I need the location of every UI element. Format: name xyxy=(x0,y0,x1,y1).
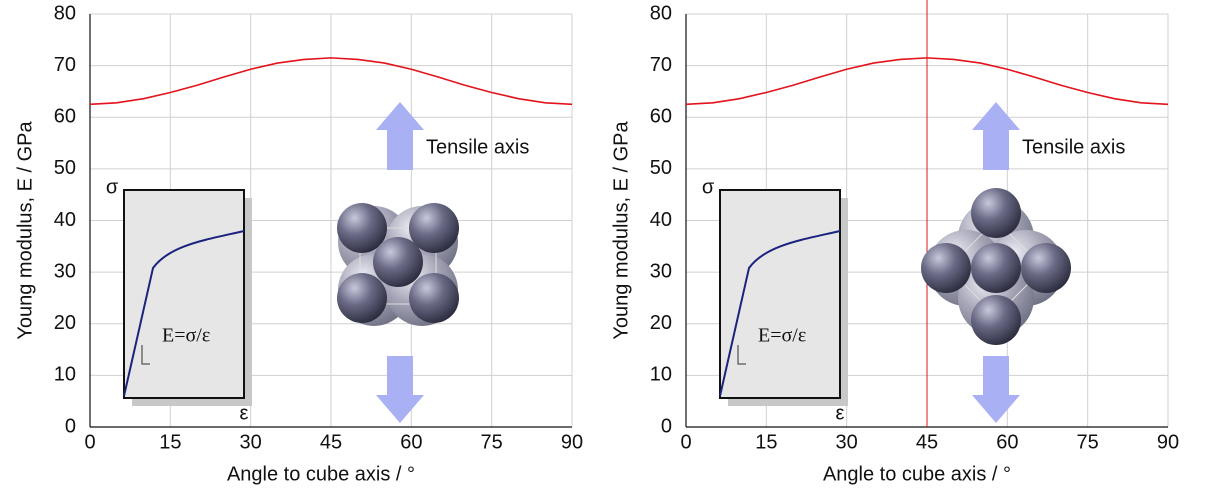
y-tick-label: 0 xyxy=(65,415,76,437)
x-tick-label: 45 xyxy=(916,431,938,453)
y-tick-label: 70 xyxy=(650,54,672,76)
arrow-label: Tensile axis xyxy=(1022,136,1125,158)
y-tick-label: 60 xyxy=(650,106,672,128)
y-tick-label: 50 xyxy=(650,157,672,179)
y-tick-label: 40 xyxy=(650,209,672,231)
inset-box xyxy=(124,190,244,398)
slope-label: E=σ/ε xyxy=(758,325,806,347)
y-tick-label: 30 xyxy=(650,260,672,282)
x-tick-label: 0 xyxy=(680,431,691,453)
x-tick-label: 90 xyxy=(561,431,583,453)
x-tick-label: 0 xyxy=(84,431,95,453)
x-tick-label: 30 xyxy=(836,431,858,453)
x-tick-label: 60 xyxy=(996,431,1018,453)
y-tick-label: 20 xyxy=(54,312,76,334)
y-tick-label: 70 xyxy=(54,54,76,76)
y-tick-label: 10 xyxy=(650,364,672,386)
x-tick-label: 60 xyxy=(400,431,422,453)
x-tick-label: 90 xyxy=(1157,431,1179,453)
y-tick-label: 30 xyxy=(54,260,76,282)
y-tick-label: 0 xyxy=(661,415,672,437)
atom xyxy=(373,237,423,287)
atom xyxy=(921,243,971,293)
atom xyxy=(971,243,1021,293)
panel: 0 15 30 45 60 75 90 0 10 20 30 40 50 60 70 80 Angle to c… xyxy=(14,2,583,485)
y-tick-label: 60 xyxy=(54,106,76,128)
y-tick-label: 80 xyxy=(54,2,76,24)
inset-x-label: ε xyxy=(240,402,249,424)
arrow-down xyxy=(376,356,424,423)
y-tick-label: 40 xyxy=(54,209,76,231)
atom xyxy=(971,295,1021,345)
panel: 0 15 30 45 60 75 90 0 10 20 30 40 50 60 70 80 Angle to c… xyxy=(610,0,1179,485)
atom xyxy=(1021,243,1071,293)
y-tick-label: 50 xyxy=(54,157,76,179)
x-tick-label: 75 xyxy=(1077,431,1099,453)
x-tick-label: 75 xyxy=(481,431,503,453)
x-tick-label: 30 xyxy=(240,431,262,453)
y-axis-title: Young modulus, E / GPa xyxy=(610,120,632,339)
x-axis-title: Angle to cube axis / ° xyxy=(823,463,1011,485)
arrow-up xyxy=(376,102,424,170)
y-axis-title: Young modulus, E / GPa xyxy=(14,120,36,339)
arrow-down xyxy=(972,356,1020,423)
x-tick-label: 15 xyxy=(755,431,777,453)
inset-x-label: ε xyxy=(836,402,845,424)
slope-label: E=σ/ε xyxy=(162,325,210,347)
y-tick-label: 20 xyxy=(650,312,672,334)
inset-y-label: σ xyxy=(106,176,119,198)
inset-box xyxy=(720,190,840,398)
figure: 0 15 30 45 60 75 90 0 10 20 30 40 50 60 70 80 Angle to c… xyxy=(0,0,1218,499)
inset-y-label: σ xyxy=(702,176,715,198)
arrow-up xyxy=(972,102,1020,170)
arrow-label: Tensile axis xyxy=(426,136,529,158)
y-tick-label: 80 xyxy=(650,2,672,24)
atom xyxy=(971,188,1021,238)
atom xyxy=(409,273,459,323)
x-tick-label: 15 xyxy=(159,431,181,453)
x-axis-title: Angle to cube axis / ° xyxy=(227,463,415,485)
atom xyxy=(337,273,387,323)
y-tick-label: 10 xyxy=(54,364,76,386)
x-tick-label: 45 xyxy=(320,431,342,453)
